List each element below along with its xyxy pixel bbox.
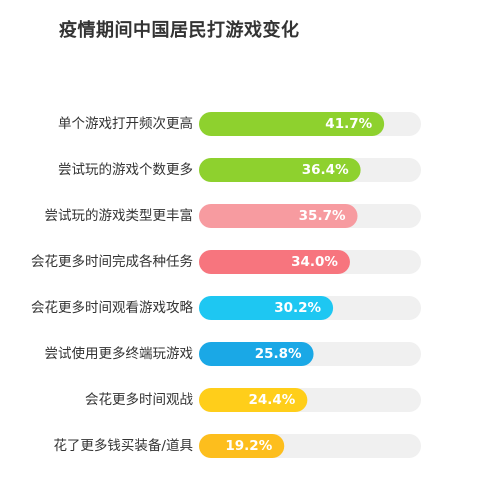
category-label: 会花更多时间观看游戏攻略 [31, 299, 193, 316]
value-label: 19.2% [225, 438, 272, 454]
bar [199, 342, 314, 366]
value-label: 36.4% [302, 162, 349, 178]
category-label: 会花更多时间观战 [85, 391, 193, 408]
bar [199, 250, 350, 274]
value-label: 35.7% [299, 208, 346, 224]
bar [199, 296, 334, 320]
category-label: 尝试玩的游戏类型更丰富 [45, 207, 194, 224]
value-label: 30.2% [274, 300, 321, 316]
chart-title: 疫情期间中国居民打游戏变化 [59, 20, 300, 41]
bar [199, 158, 361, 182]
category-label: 会花更多时间完成各种任务 [31, 253, 193, 270]
value-label: 41.7% [325, 116, 372, 132]
bar [199, 388, 308, 412]
category-label: 单个游戏打开频次更高 [58, 115, 193, 132]
value-label: 34.0% [291, 254, 338, 270]
category-label: 尝试使用更多终端玩游戏 [45, 345, 194, 362]
bar [199, 204, 358, 228]
value-label: 24.4% [248, 392, 295, 408]
bar [199, 434, 285, 458]
bar [199, 112, 385, 136]
value-label: 25.8% [255, 346, 302, 362]
category-label: 花了更多钱买装备/道具 [53, 437, 193, 454]
category-label: 尝试玩的游戏个数更多 [58, 161, 193, 178]
